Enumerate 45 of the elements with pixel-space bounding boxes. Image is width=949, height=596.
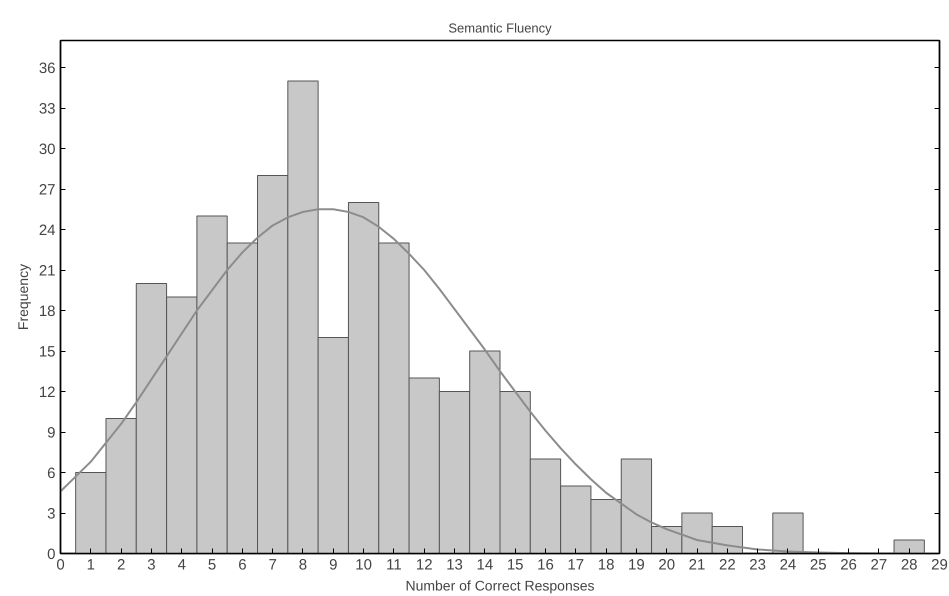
x-tick-label: 14 bbox=[476, 556, 494, 574]
y-tick-label: 12 bbox=[38, 384, 56, 401]
y-tick-label: 33 bbox=[38, 100, 56, 118]
x-tick-label: 23 bbox=[749, 556, 766, 574]
x-tick-label: 18 bbox=[598, 556, 614, 574]
x-tick-label: 21 bbox=[688, 556, 706, 574]
x-tick-label: 19 bbox=[628, 556, 645, 574]
y-tick-label: 18 bbox=[38, 303, 56, 320]
x-tick-label: 5 bbox=[208, 556, 216, 574]
x-tick-label: 2 bbox=[116, 556, 126, 574]
y-tick-label: 6 bbox=[47, 465, 56, 482]
y-tick-label: 15 bbox=[38, 344, 56, 360]
x-tick-label: 11 bbox=[386, 556, 402, 574]
x-tick-label: 27 bbox=[870, 556, 888, 574]
y-tick-label: 24 bbox=[38, 222, 56, 239]
y-tick-label: 9 bbox=[47, 424, 56, 442]
x-tick-label: 13 bbox=[446, 556, 463, 574]
y-tick-label: 27 bbox=[38, 182, 56, 198]
x-tick-label: 7 bbox=[268, 556, 277, 574]
x-tick-label: 15 bbox=[506, 556, 524, 574]
x-tick-label: 29 bbox=[931, 556, 948, 574]
x-tick-label: 3 bbox=[147, 556, 156, 574]
x-tick-label: 25 bbox=[810, 556, 827, 574]
x-tick-label: 6 bbox=[238, 556, 247, 574]
x-tick-label: 4 bbox=[178, 556, 186, 574]
x-tick-label: 22 bbox=[718, 556, 736, 574]
x-axis-title: Number of Correct Responses bbox=[405, 578, 595, 594]
x-tick-label: 9 bbox=[329, 556, 338, 574]
y-tick-label: 36 bbox=[38, 60, 56, 77]
x-tick-label: 26 bbox=[840, 556, 857, 574]
x-tick-label: 17 bbox=[567, 556, 584, 574]
x-tick-label: 28 bbox=[900, 556, 918, 574]
y-tick-label: 3 bbox=[47, 506, 56, 522]
x-tick-label: 20 bbox=[658, 556, 676, 574]
x-tick-label: 24 bbox=[780, 556, 796, 574]
y-tick-label: 21 bbox=[38, 262, 56, 280]
x-tick-label: 10 bbox=[355, 556, 372, 574]
y-tick-label: 30 bbox=[38, 141, 56, 158]
y-tick-label: 0 bbox=[47, 546, 56, 563]
chart-title: Semantic Fluency bbox=[448, 20, 552, 36]
x-tick-label: 16 bbox=[537, 556, 554, 574]
x-tick-label: 1 bbox=[86, 556, 95, 574]
y-axis-title: Frequency bbox=[14, 264, 31, 330]
x-tick-label: 8 bbox=[298, 556, 308, 574]
x-tick-label: 12 bbox=[416, 556, 433, 574]
